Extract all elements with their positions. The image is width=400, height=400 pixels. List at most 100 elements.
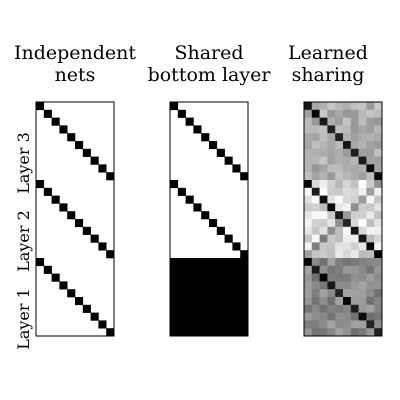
matrix-frame bbox=[303, 101, 383, 337]
matrix-cell bbox=[335, 195, 344, 204]
matrix-cell bbox=[201, 320, 210, 329]
matrix-cell bbox=[319, 250, 328, 259]
matrix-cell bbox=[366, 304, 375, 313]
matrix-cell bbox=[350, 141, 359, 150]
matrix-cell bbox=[304, 242, 313, 251]
matrix-cell bbox=[358, 234, 367, 243]
matrix-cell bbox=[366, 273, 375, 282]
matrix-cell bbox=[106, 172, 115, 181]
matrix-cell bbox=[335, 281, 344, 290]
matrix-cell bbox=[319, 195, 328, 204]
matrix-cell bbox=[193, 281, 202, 290]
matrix-cell bbox=[350, 226, 359, 235]
matrix-cell bbox=[193, 328, 202, 337]
matrix-cell bbox=[193, 320, 202, 329]
matrix-cell bbox=[304, 141, 313, 150]
matrix-frame bbox=[169, 101, 249, 337]
matrix-cell bbox=[335, 289, 344, 298]
matrix-cell bbox=[366, 297, 375, 306]
matrix-cell bbox=[240, 328, 249, 337]
matrix-cell bbox=[327, 328, 336, 337]
matrix-cell bbox=[170, 273, 179, 282]
matrix-cell bbox=[193, 312, 202, 321]
matrix-cell bbox=[343, 226, 352, 235]
matrix-cell bbox=[319, 320, 328, 329]
matrix-cell bbox=[170, 328, 179, 337]
matrix-cell bbox=[327, 289, 336, 298]
matrix-cell bbox=[304, 102, 313, 111]
matrix-cell bbox=[36, 258, 45, 267]
matrix-cell bbox=[374, 148, 383, 157]
matrix-cell bbox=[358, 102, 367, 111]
matrix-cell bbox=[327, 242, 336, 251]
matrix-cell bbox=[327, 203, 336, 212]
matrix-cell bbox=[216, 297, 225, 306]
matrix-cell bbox=[358, 273, 367, 282]
matrix-cell bbox=[240, 273, 249, 282]
matrix-cell bbox=[75, 219, 84, 228]
matrix-cell bbox=[374, 273, 383, 282]
matrix-cell bbox=[327, 258, 336, 267]
matrix-cell bbox=[240, 304, 249, 313]
matrix-cell bbox=[350, 219, 359, 228]
matrix-cell bbox=[343, 141, 352, 150]
matrix-cell bbox=[335, 219, 344, 228]
matrix-cell bbox=[319, 148, 328, 157]
matrix-cell bbox=[36, 180, 45, 189]
matrix-cell bbox=[311, 258, 320, 267]
matrix-cell bbox=[335, 172, 344, 181]
matrix-cell bbox=[75, 297, 84, 306]
matrix-cell bbox=[319, 172, 328, 181]
matrix-cell bbox=[358, 219, 367, 228]
matrix-cell bbox=[319, 281, 328, 290]
matrix-cell bbox=[224, 234, 233, 243]
panel-title-learned-sharing: Learned sharing bbox=[288, 42, 368, 86]
matrix-cell bbox=[193, 297, 202, 306]
matrix-cell bbox=[304, 234, 313, 243]
matrix-cell bbox=[358, 250, 367, 259]
matrix-cell bbox=[311, 148, 320, 157]
matrix-cell bbox=[82, 148, 91, 157]
matrix-cell bbox=[327, 148, 336, 157]
matrix-cell bbox=[311, 164, 320, 173]
matrix-cell bbox=[335, 164, 344, 173]
matrix-cell bbox=[358, 164, 367, 173]
matrix-cell bbox=[366, 281, 375, 290]
matrix-cell bbox=[358, 328, 367, 337]
matrix-cell bbox=[350, 273, 359, 282]
matrix-cell bbox=[358, 289, 367, 298]
matrix-cell bbox=[358, 211, 367, 220]
matrix-cell bbox=[350, 109, 359, 118]
matrix-cell bbox=[201, 328, 210, 337]
matrix-cell bbox=[216, 312, 225, 321]
matrix-cell bbox=[343, 234, 352, 243]
matrix-cell bbox=[343, 187, 352, 196]
matrix-cell bbox=[343, 109, 352, 118]
matrix-cell bbox=[358, 148, 367, 157]
matrix-cell bbox=[327, 141, 336, 150]
matrix-cell bbox=[311, 102, 320, 111]
matrix-cell bbox=[374, 156, 383, 165]
matrix-cell bbox=[240, 297, 249, 306]
matrix-cell bbox=[366, 172, 375, 181]
matrix-cell bbox=[343, 289, 352, 298]
matrix-cell bbox=[350, 234, 359, 243]
matrix-cell bbox=[350, 164, 359, 173]
matrix-cell bbox=[240, 281, 249, 290]
matrix-cell bbox=[327, 265, 336, 274]
matrix-cell bbox=[350, 297, 359, 306]
matrix-cell bbox=[343, 148, 352, 157]
matrix-cell bbox=[82, 226, 91, 235]
matrix-cell bbox=[374, 234, 383, 243]
matrix-cell bbox=[216, 148, 225, 157]
matrix-cell bbox=[311, 133, 320, 142]
matrix-cell bbox=[90, 156, 99, 165]
matrix-cell bbox=[240, 258, 249, 267]
matrix-cell bbox=[177, 312, 186, 321]
matrix-cell bbox=[350, 265, 359, 274]
matrix-cell bbox=[374, 187, 383, 196]
matrix-cell bbox=[82, 304, 91, 313]
matrix-cell bbox=[319, 226, 328, 235]
matrix-cell bbox=[170, 102, 179, 111]
matrix-cell bbox=[51, 195, 60, 204]
